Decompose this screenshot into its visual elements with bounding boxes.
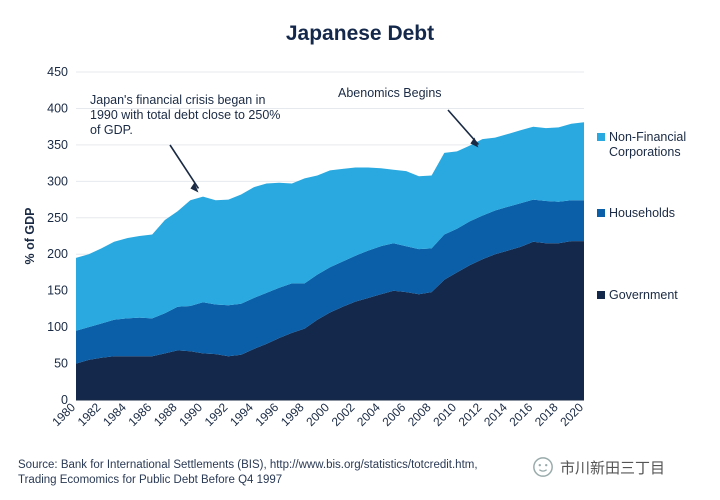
x-tick-label: 2006 [380, 400, 409, 429]
y-tick-label: 150 [47, 284, 68, 298]
x-tick-label: 2000 [303, 400, 332, 429]
x-tick-label: 2018 [532, 400, 561, 429]
x-tick-label: 1998 [278, 400, 307, 429]
x-tick-label: 1990 [176, 400, 205, 429]
area-households [76, 199, 584, 364]
x-tick-label: 2012 [456, 400, 485, 429]
x-tick-label: 2016 [507, 400, 536, 429]
chart-title: Japanese Debt [285, 22, 435, 45]
x-tick-label: 2004 [354, 400, 383, 429]
y-tick-label: 0 [61, 393, 68, 407]
x-tick-label: 1994 [227, 400, 256, 429]
x-tick-label: 2010 [430, 400, 459, 429]
x-tick-label: 2020 [557, 400, 586, 429]
y-tick-label: 300 [47, 174, 68, 188]
y-tick-label: 100 [47, 320, 68, 334]
annotation-abenomics-arrowhead [470, 137, 479, 148]
annotation-crisis-arrow [169, 144, 200, 189]
x-tick-label: 1982 [75, 400, 104, 429]
legend-swatch [597, 209, 605, 217]
wechat-icon [533, 457, 553, 477]
y-tick-label: 350 [47, 138, 68, 152]
source-note: Source: Bank for International Settlemen… [18, 458, 538, 488]
y-axis-label: % of GDP [23, 208, 37, 265]
x-tick-label: 1992 [202, 400, 231, 429]
legend-label: Corporations [609, 145, 681, 159]
annotation-abenomics-text: Abenomics Begins [338, 86, 442, 100]
annotation-crisis-arrowhead [190, 182, 199, 193]
area-government [76, 241, 584, 400]
y-tick-label: 50 [54, 357, 68, 371]
annotation-crisis-text: of GDP. [90, 123, 133, 137]
y-tick-label: 400 [47, 101, 68, 115]
annotation-crisis-text: 1990 with total debt close to 250% [90, 108, 280, 122]
legend-label: Government [609, 288, 678, 302]
x-tick-label: 2008 [405, 400, 434, 429]
x-tick-label: 1996 [253, 400, 282, 429]
x-tick-label: 1980 [49, 400, 78, 429]
x-tick-label: 1986 [126, 400, 155, 429]
y-tick-label: 250 [47, 211, 68, 225]
y-tick-label: 450 [47, 65, 68, 79]
annotation-abenomics-arrow [447, 109, 480, 146]
legend-swatch [597, 133, 605, 141]
legend-label: Non-Financial [609, 130, 686, 144]
watermark-text: 市川新田三丁目 [560, 459, 666, 477]
x-tick-label: 1988 [151, 400, 180, 429]
legend-swatch [597, 291, 605, 299]
x-tick-label: 2002 [329, 400, 358, 429]
watermark: 市川新田三丁目 [532, 455, 665, 479]
source-line-1: Source: Bank for International Settlemen… [18, 459, 478, 471]
legend-label: Households [609, 206, 675, 220]
source-line-2: Trading Ecomomics for Public Debt Before… [18, 474, 283, 486]
x-tick-label: 2014 [481, 400, 510, 429]
y-tick-label: 200 [47, 247, 68, 261]
x-tick-label: 1984 [100, 400, 129, 429]
area-non-financial-corporations [76, 122, 584, 331]
annotation-crisis-text: Japan's financial crisis began in [90, 93, 265, 107]
